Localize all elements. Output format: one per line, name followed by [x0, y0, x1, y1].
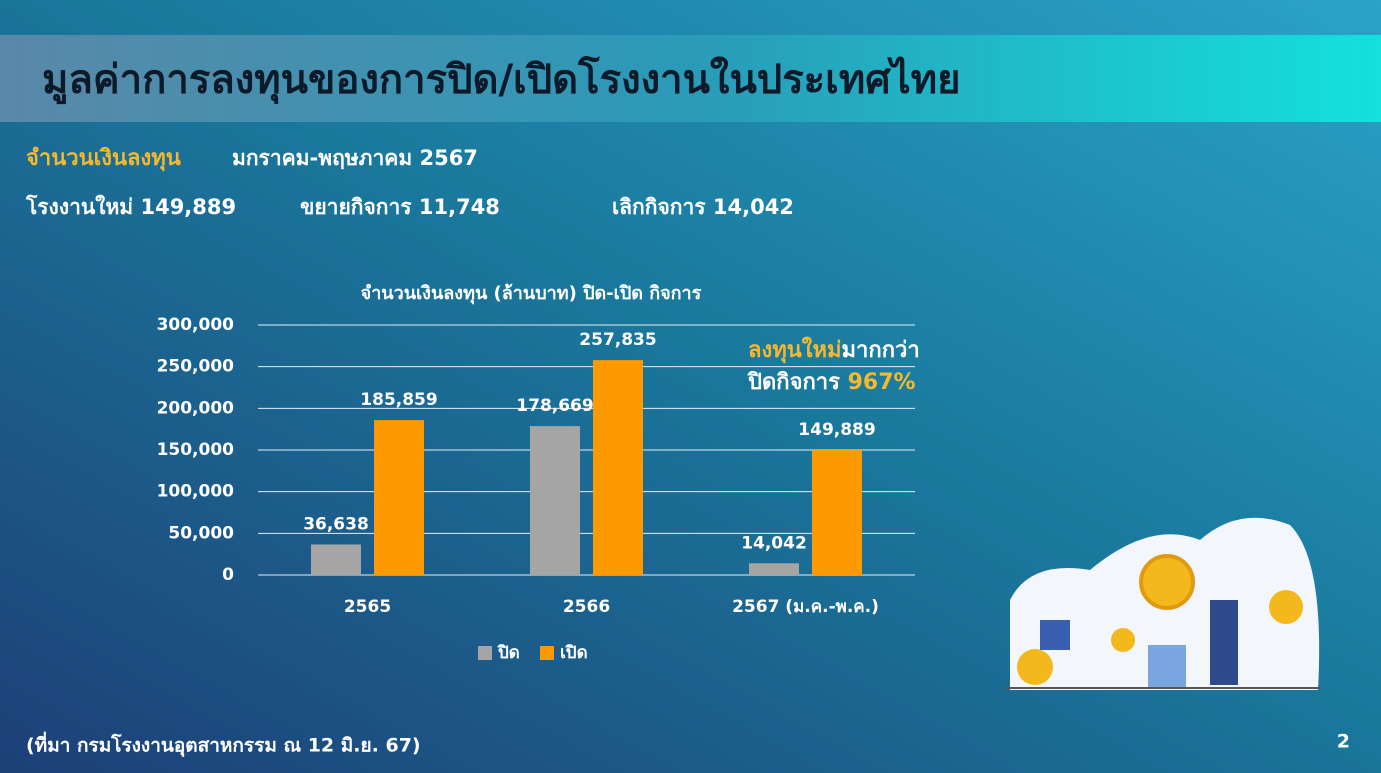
source-note: (ที่มา กรมโรงงานอุตสาหกรรม ณ 12 มิ.ย. 67… [26, 732, 421, 758]
bar [311, 544, 361, 575]
data-label: 185,859 [360, 390, 437, 410]
legend-label: ปิด [497, 643, 520, 663]
bar [749, 563, 799, 575]
x-tick-label: 2565 [344, 597, 391, 617]
annotation-text: ปิดกิจการ [747, 370, 840, 395]
bar [812, 450, 862, 575]
y-tick-label: 0 [222, 565, 234, 585]
data-label: 149,889 [798, 420, 875, 440]
y-tick-label: 250,000 [157, 357, 235, 377]
summary-period: มกราคม-พฤษภาคม 2567 [232, 146, 478, 170]
bar [593, 360, 643, 575]
slide-title: มูลค่าการลงทุนของการปิด/เปิดโรงงานในประเ… [42, 56, 961, 105]
data-label: 178,669 [516, 396, 593, 416]
y-tick-label: 200,000 [157, 398, 235, 418]
data-label: 14,042 [741, 533, 807, 553]
illustration [1005, 517, 1320, 690]
bar [530, 426, 580, 575]
data-label: 36,638 [303, 514, 369, 534]
header-band [0, 35, 1381, 122]
summary-label: จำนวนเงินลงทุน [26, 146, 181, 172]
annotation-percent: 967% [848, 370, 916, 395]
annotation-highlight: ลงทุนใหม่ [748, 336, 842, 364]
summary-item: ขยายกิจการ 11,748 [300, 195, 500, 219]
x-tick-label: 2567 (ม.ค.-พ.ค.) [732, 597, 879, 617]
legend-label: เปิด [560, 643, 588, 663]
x-tick-label: 2566 [563, 597, 610, 617]
data-label: 257,835 [579, 330, 656, 350]
bar [374, 420, 424, 575]
y-tick-label: 300,000 [157, 315, 235, 335]
annotation-text: มากกว่า [842, 338, 920, 363]
legend-swatch [540, 646, 554, 660]
annotation: ลงทุนใหม่มากกว่า [748, 336, 920, 364]
annotation: ปิดกิจการ 967% [747, 370, 916, 395]
y-tick-label: 100,000 [157, 482, 235, 502]
y-tick-label: 150,000 [157, 440, 235, 460]
y-tick-label: 50,000 [168, 523, 234, 543]
summary-item: เลิกกิจการ 14,042 [612, 195, 794, 219]
page-number: 2 [1337, 731, 1350, 753]
legend-swatch [478, 646, 492, 660]
summary-item: โรงงานใหม่ 149,889 [25, 194, 236, 219]
chart-title: จำนวนเงินลงทุน (ล้านบาท) ปิด-เปิด กิจการ [361, 283, 702, 305]
